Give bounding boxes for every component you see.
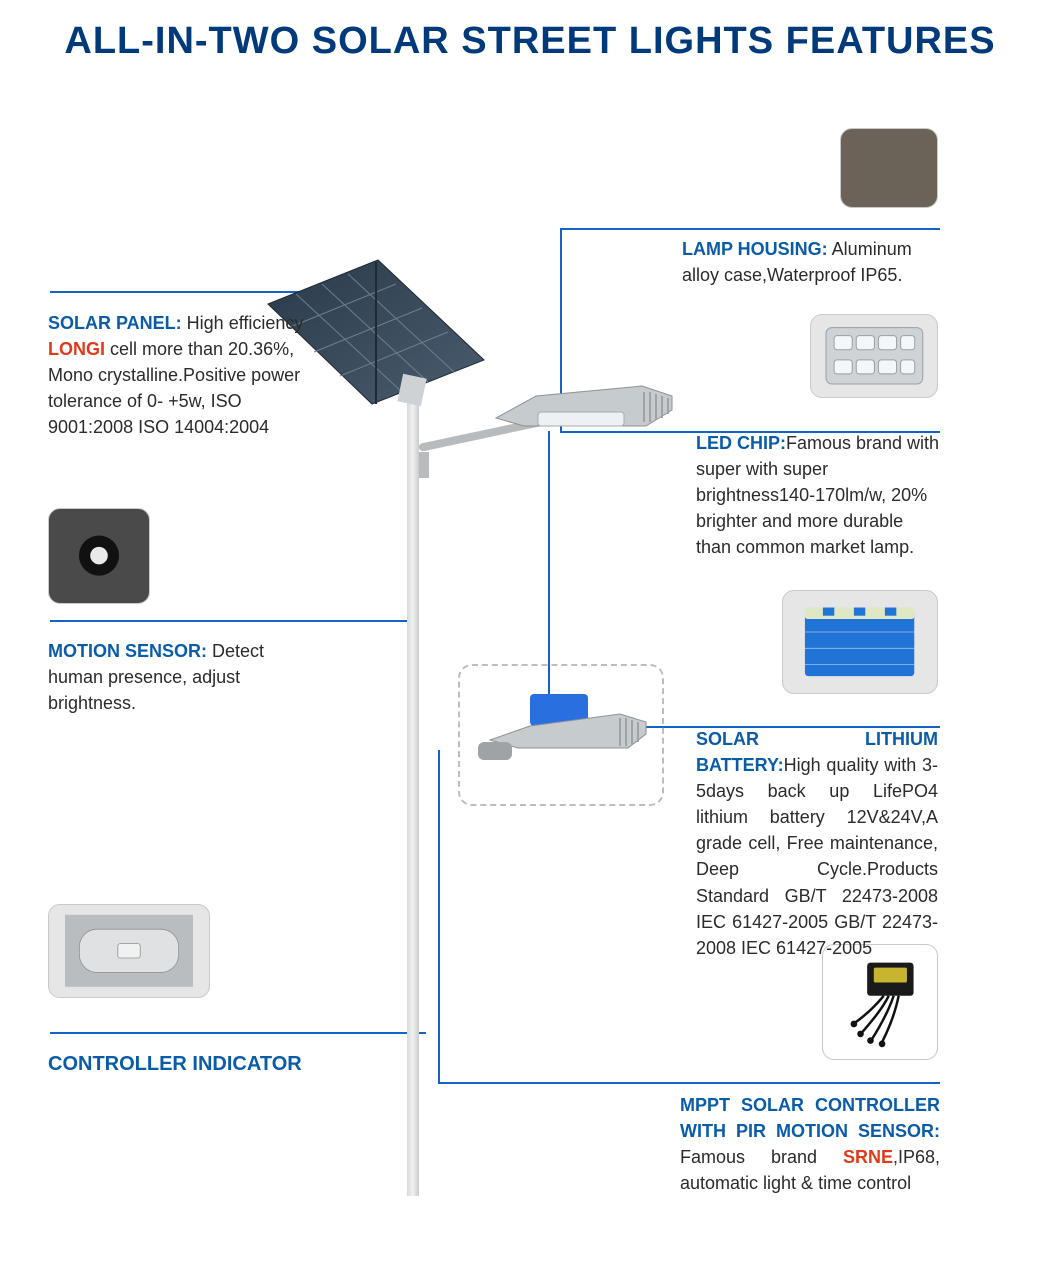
led-chip-thumb: [810, 314, 938, 398]
callout-lamp-housing: LAMP HOUSING: Aluminum alloy case,Waterp…: [682, 236, 940, 288]
motion-sensor-thumb: [48, 508, 150, 604]
controller-indicator-icon: [65, 914, 193, 988]
callout-mppt: MPPT SOLAR CONTROLLER WITH PIR MOTION SE…: [680, 1092, 940, 1196]
controller-indicator-thumb: [48, 904, 210, 998]
mppt-controller-icon: [834, 956, 925, 1047]
led-chip-icon: [824, 323, 925, 389]
battery-text: High quality with 3-5days back up LifePO…: [696, 755, 938, 958]
mppt-text-pre: Famous brand: [680, 1147, 843, 1167]
mppt-controller-thumb: [822, 944, 938, 1060]
lamp-housing-label: LAMP HOUSING:: [682, 239, 828, 259]
motion-sensor-label: MOTION SENSOR:: [48, 641, 207, 661]
callout-solar-panel: SOLAR PANEL: High efficiency LONGI cell …: [48, 310, 304, 440]
solar-panel-label: SOLAR PANEL:: [48, 313, 182, 333]
leadline-lamp: [560, 228, 940, 230]
callout-battery: SOLAR LITHIUM BATTERY:High quality with …: [696, 726, 938, 961]
solar-panel-text-pre: High efficiency: [182, 313, 304, 333]
callout-motion-sensor: MOTION SENSOR: Detect human presence, ad…: [48, 638, 308, 716]
mppt-label: MPPT SOLAR CONTROLLER WITH PIR MOTION SE…: [680, 1095, 940, 1141]
callout-controller-indicator: CONTROLLER INDICATOR: [48, 1050, 348, 1079]
controller-indicator-label: CONTROLLER INDICATOR: [48, 1053, 302, 1075]
motion-sensor-icon: [59, 518, 139, 593]
mppt-highlight: SRNE: [843, 1147, 893, 1167]
led-chip-label: LED CHIP:: [696, 433, 786, 453]
battery-thumb: [782, 590, 938, 694]
battery-icon: [798, 601, 921, 683]
solar-panel-highlight: LONGI: [48, 339, 105, 359]
page-title: ALL-IN-TWO SOLAR STREET LIGHTS FEATURES: [0, 20, 1060, 63]
lamp-housing-swatch: [840, 128, 938, 208]
callout-led-chip: LED CHIP:Famous brand with super with su…: [696, 430, 940, 560]
